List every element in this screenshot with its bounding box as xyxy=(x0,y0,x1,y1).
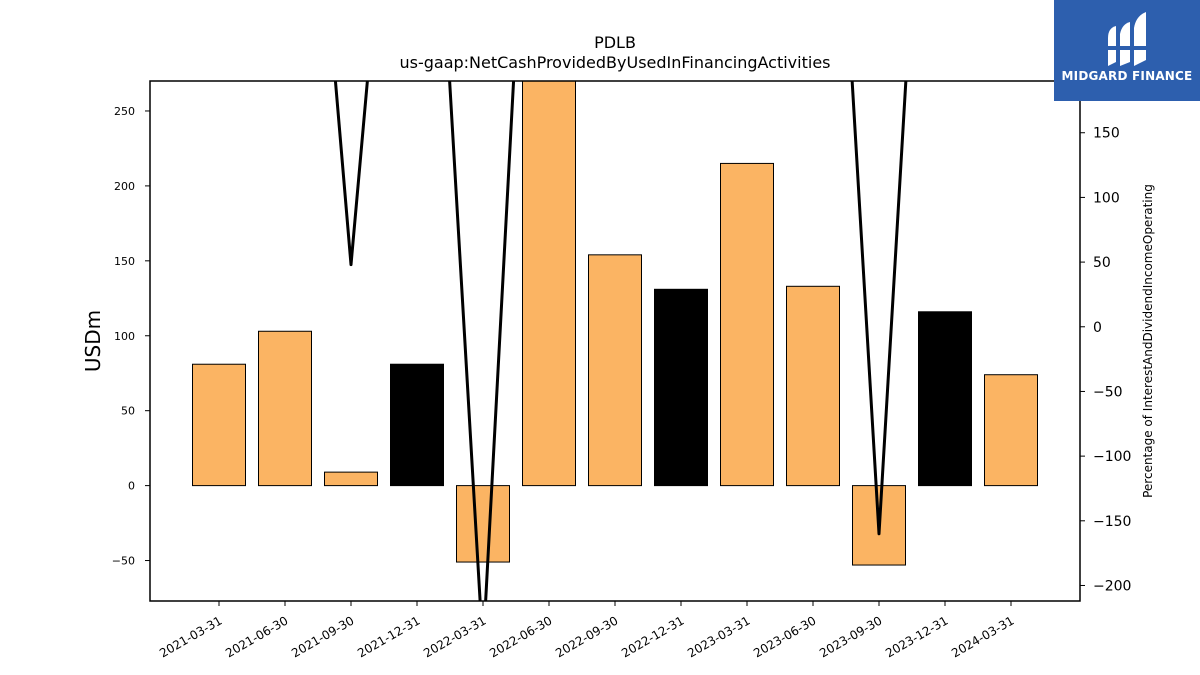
y-tick-label: 0 xyxy=(128,480,135,493)
bar xyxy=(390,363,444,487)
y-tick-label: 100 xyxy=(114,330,135,343)
bar xyxy=(456,485,510,563)
line-layer xyxy=(333,81,908,601)
y-tick-label: 50 xyxy=(121,405,135,418)
bar xyxy=(654,288,708,487)
bar xyxy=(522,81,576,487)
x-tick-label: 2022-06-30 xyxy=(487,613,554,660)
line-series xyxy=(333,81,908,601)
bars-layer xyxy=(192,81,1038,566)
y2-tick-label: −150 xyxy=(1093,514,1131,530)
logo-mark-icon xyxy=(1106,12,1148,66)
bar xyxy=(984,374,1038,487)
x-tick-label: 2022-03-31 xyxy=(421,613,488,660)
x-tick-label: 2023-06-30 xyxy=(751,613,818,660)
brand-logo: MIDGARD FINANCE xyxy=(1054,0,1200,101)
x-tick-label: 2022-09-30 xyxy=(553,613,620,660)
y-tick-label: 150 xyxy=(114,255,135,268)
x-tick-label: 2024-03-31 xyxy=(949,613,1016,660)
y-tick-label: 250 xyxy=(114,105,135,118)
bar xyxy=(720,162,774,487)
bar xyxy=(192,363,246,487)
bar xyxy=(786,285,840,487)
x-tick-label: 2021-09-30 xyxy=(289,613,356,660)
bar xyxy=(258,330,312,487)
y2-axis-label: Percentage of InterestAndDividendIncomeO… xyxy=(1141,184,1155,498)
bar xyxy=(588,254,642,487)
chart-subtitle: us-gaap:NetCashProvidedByUsedInFinancing… xyxy=(399,53,830,72)
bar xyxy=(324,471,378,487)
chart-title: PDLB xyxy=(594,33,636,52)
x-tick-label: 2021-06-30 xyxy=(223,613,290,660)
y2-tick-label: 50 xyxy=(1093,255,1111,271)
x-tick-label: 2023-12-31 xyxy=(883,613,950,660)
y-tick-label: 200 xyxy=(114,180,135,193)
y-axis-label: USDm xyxy=(81,310,105,372)
y2-tick-label: 100 xyxy=(1093,190,1120,206)
y2-tick-label: −100 xyxy=(1093,449,1131,465)
x-tick-label: 2021-03-31 xyxy=(157,613,224,660)
x-tick-label: 2023-03-31 xyxy=(685,613,752,660)
y2-tick-label: −50 xyxy=(1093,384,1123,400)
x-tick-label: 2023-09-30 xyxy=(817,613,884,660)
y2-tick-label: 150 xyxy=(1093,126,1120,142)
x-tick-label: 2022-12-31 xyxy=(619,613,686,660)
y2-tick-label: 0 xyxy=(1093,320,1102,336)
y2-tick-label: −200 xyxy=(1093,578,1131,594)
y-tick-label: −50 xyxy=(112,555,135,568)
logo-text: MIDGARD FINANCE xyxy=(1061,69,1193,83)
x-tick-label: 2021-12-31 xyxy=(355,613,422,660)
bar xyxy=(918,311,972,487)
